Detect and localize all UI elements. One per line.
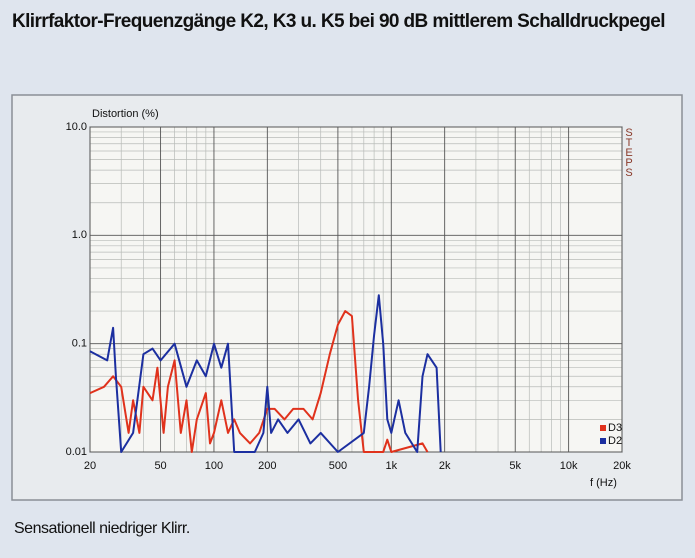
legend-label: D2: [608, 435, 622, 447]
y-tick-label: 0.01: [66, 446, 87, 458]
x-axis-label: f (Hz): [590, 477, 617, 489]
legend-swatch: [600, 438, 606, 444]
caption: Sensationell niedriger Klirr.: [14, 520, 190, 537]
x-tick-label: 20: [84, 460, 96, 472]
series-line: [89, 294, 442, 453]
x-tick-label: 10k: [560, 460, 578, 472]
y-axis-label: Distortion (%): [92, 108, 159, 120]
y-tick-label: 10.0: [66, 121, 87, 133]
x-tick-label: 500: [329, 460, 347, 472]
x-tick-label: 200: [258, 460, 276, 472]
chart-title: Klirrfaktor-Frequenzgänge K2, K3 u. K5 b…: [12, 11, 666, 32]
series-line: [89, 310, 429, 453]
x-tick-label: 5k: [509, 460, 521, 472]
x-tick-label: 100: [205, 460, 223, 472]
x-tick-label: 1k: [385, 460, 397, 472]
legend-label: D3: [608, 422, 622, 434]
y-tick-label: 0.1: [72, 338, 87, 350]
legend-swatch: [600, 425, 606, 431]
y-tick-label: 1.0: [72, 229, 87, 241]
x-tick-label: 50: [154, 460, 166, 472]
x-tick-label: 2k: [439, 460, 451, 472]
x-tick-label: 20k: [613, 460, 631, 472]
plot-area: [89, 126, 623, 453]
brand-mark: STEPS: [623, 127, 635, 177]
